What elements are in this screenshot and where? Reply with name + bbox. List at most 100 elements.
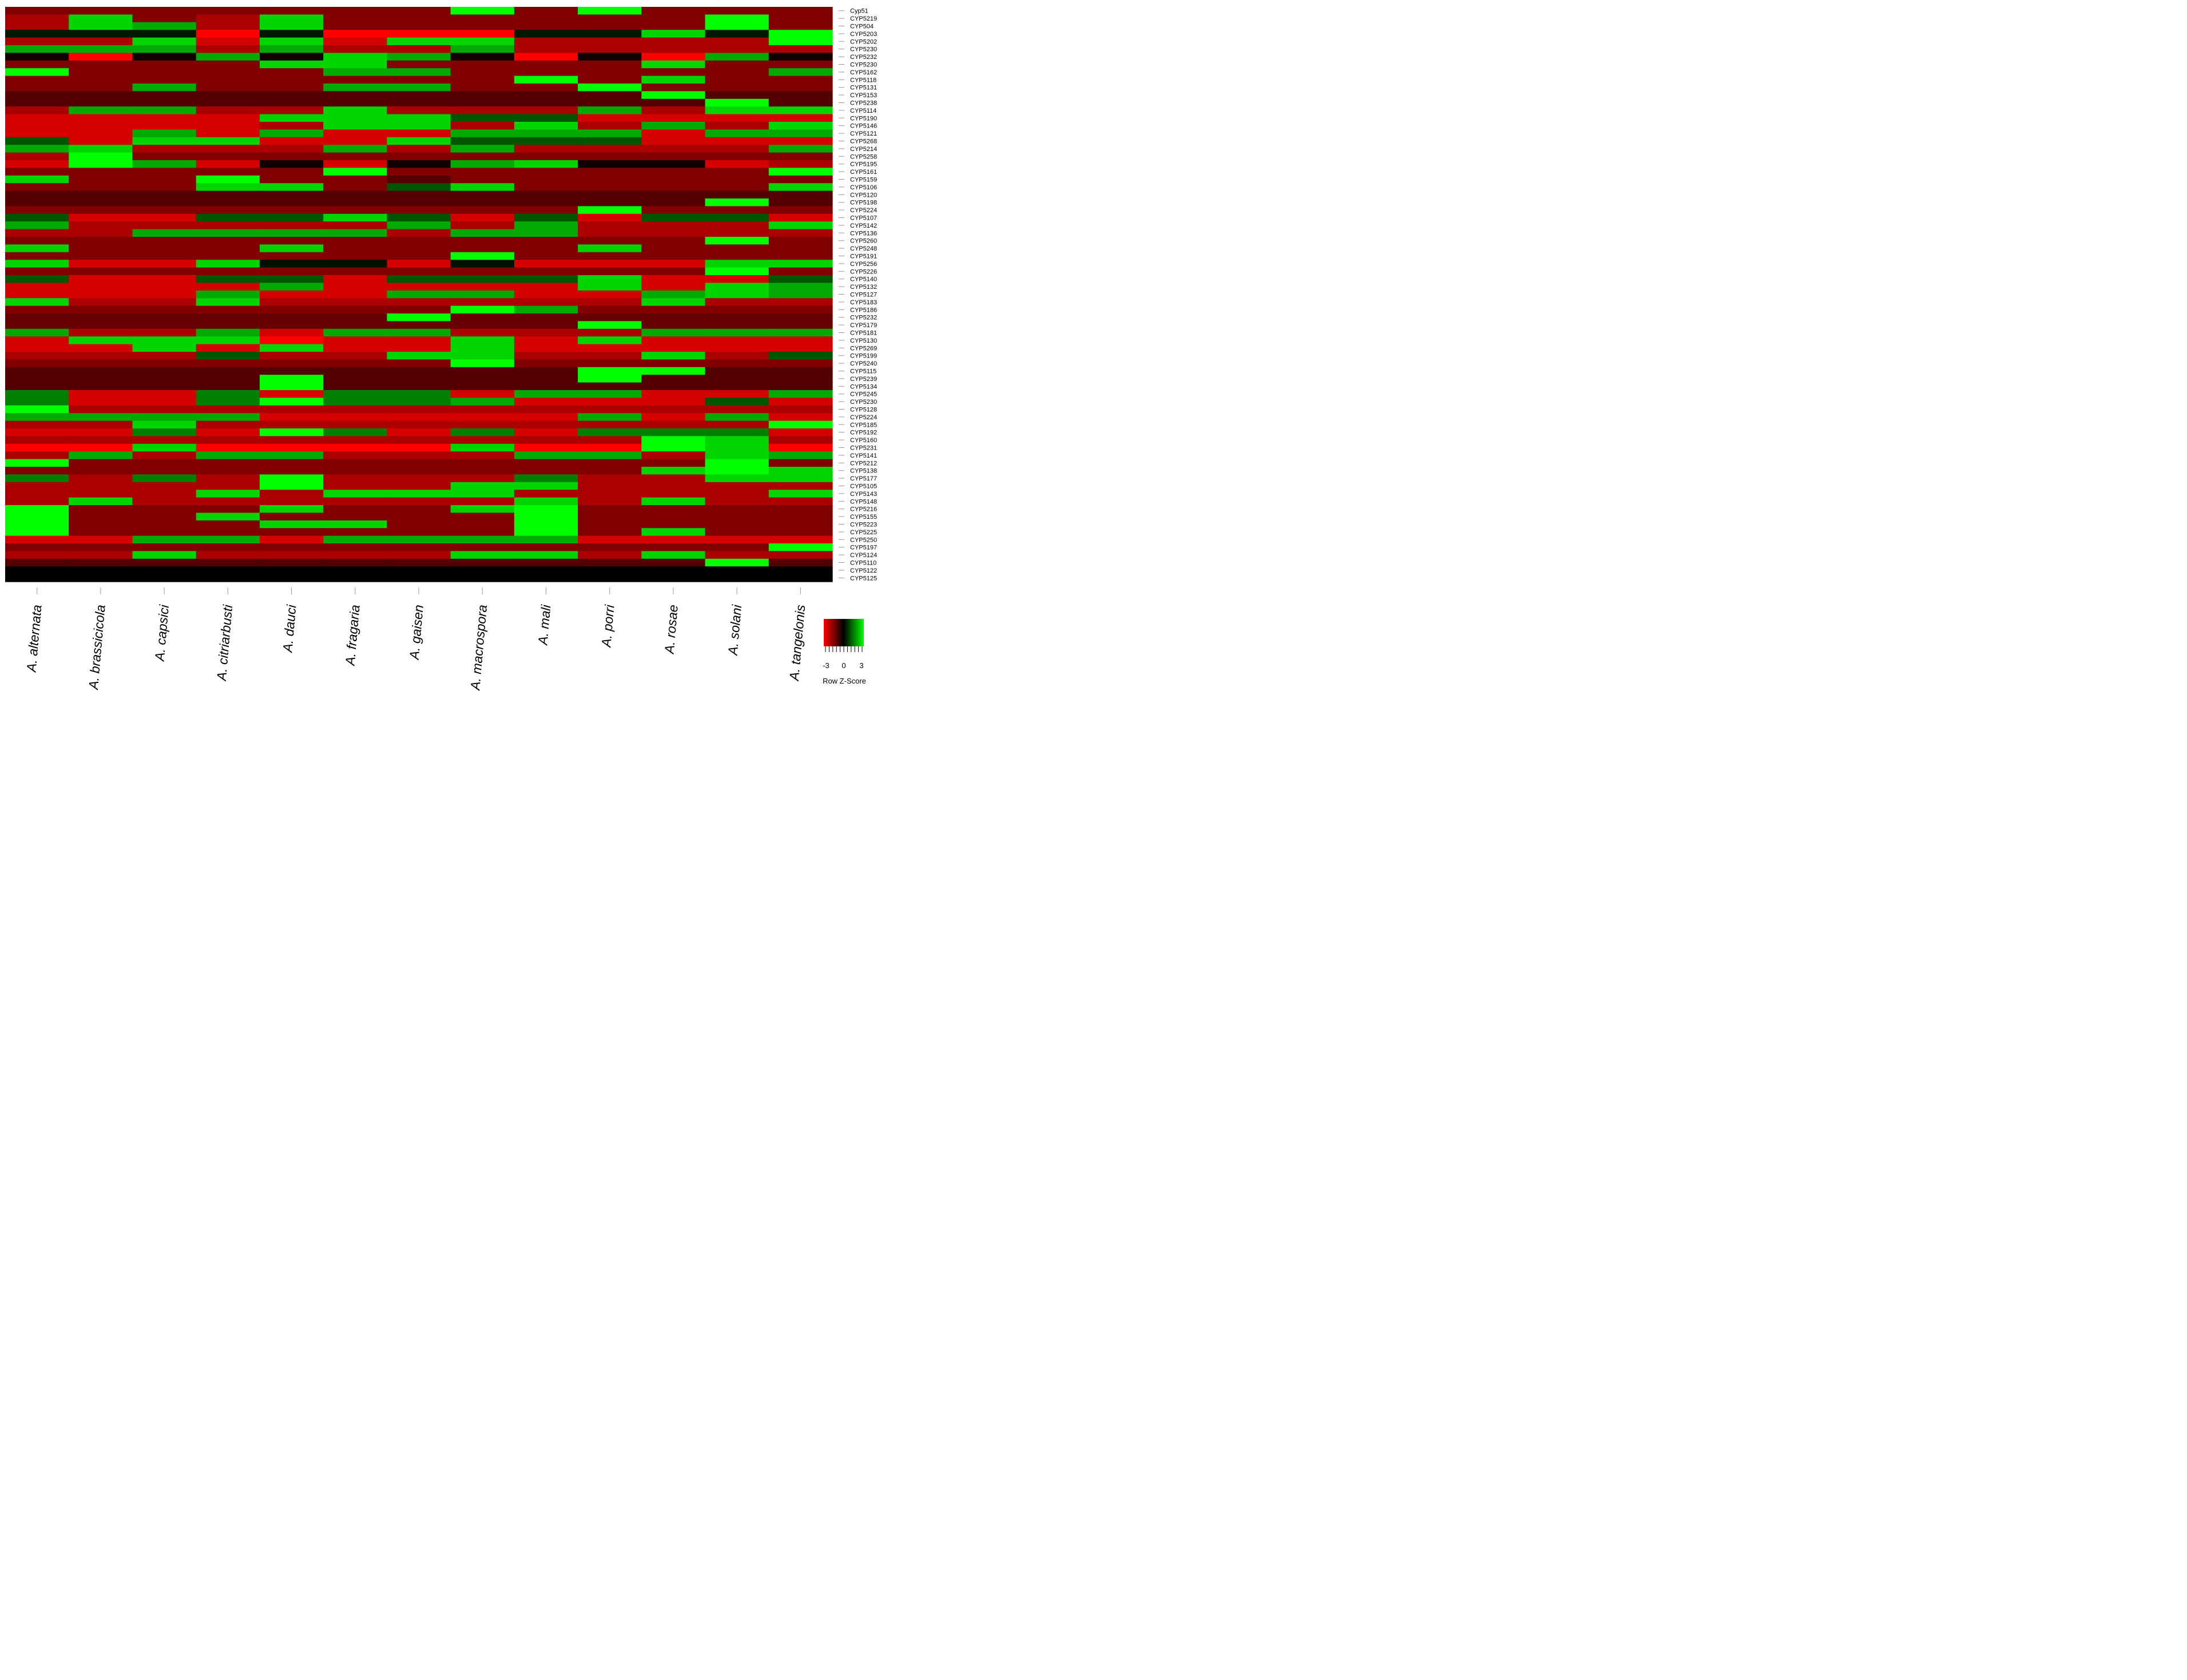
heatmap-cell: [768, 382, 833, 391]
heatmap-cell: [69, 175, 133, 184]
heatmap-cell: [196, 84, 260, 92]
heatmap-cell: [578, 206, 642, 215]
heatmap-cell: [259, 14, 324, 23]
heatmap-cell: [768, 428, 833, 436]
heatmap-cell: [514, 467, 578, 475]
heatmap-cell: [132, 443, 197, 452]
heatmap-cell: [259, 436, 324, 444]
heatmap-cell: [196, 566, 260, 575]
heatmap-cell: [514, 76, 578, 84]
heatmap-cell: [705, 183, 769, 192]
heatmap-cell: [641, 76, 706, 84]
heatmap-cell: [5, 313, 69, 321]
heatmap-cell: [768, 336, 833, 345]
heatmap-cell: [69, 290, 133, 299]
heatmap-cell: [5, 30, 69, 38]
heatmap-cell: [514, 213, 578, 222]
heatmap-cell: [578, 237, 642, 245]
heatmap-cell: [641, 213, 706, 222]
heatmap-cell: [641, 505, 706, 513]
heatmap-cell: [578, 60, 642, 69]
heatmap-cell: [641, 313, 706, 321]
heatmap-cell: [768, 467, 833, 475]
heatmap-cell: [196, 122, 260, 130]
heatmap-cell: [705, 106, 769, 115]
heatmap-cell: [641, 467, 706, 475]
heatmap-cell: [578, 229, 642, 237]
heatmap-cell: [5, 37, 69, 46]
heatmap-cell: [69, 305, 133, 314]
heatmap-cell: [514, 367, 578, 375]
heatmap-cell: [5, 528, 69, 537]
heatmap-cell: [641, 53, 706, 61]
heatmap-cell: [450, 505, 515, 513]
heatmap-cell: [323, 428, 387, 436]
heatmap-cell: [641, 221, 706, 230]
row-label: CYP5245: [850, 391, 877, 398]
heatmap-cell: [259, 405, 324, 414]
heatmap-cell: [450, 30, 515, 38]
heatmap-cell: [578, 114, 642, 122]
heatmap-cell: [5, 237, 69, 245]
heatmap-cell: [450, 91, 515, 100]
heatmap-cell: [5, 490, 69, 498]
heatmap-cell: [69, 390, 133, 398]
heatmap-cell: [323, 275, 387, 283]
heatmap-cell: [450, 68, 515, 77]
heatmap-cell: [705, 497, 769, 506]
heatmap-cell: [132, 359, 197, 368]
heatmap-cell: [69, 336, 133, 345]
heatmap-cell: [132, 190, 197, 199]
heatmap-cell: [323, 528, 387, 537]
heatmap-cell: [196, 160, 260, 168]
heatmap-cell: [450, 198, 515, 206]
heatmap-cell: [196, 30, 260, 38]
heatmap-cell: [132, 352, 197, 360]
row-label: CYP5114: [850, 108, 876, 114]
heatmap-cell: [69, 543, 133, 551]
heatmap-cell: [578, 7, 642, 15]
row-label: CYP5197: [850, 545, 877, 551]
heatmap-cell: [132, 305, 197, 314]
heatmap-cell: [641, 566, 706, 575]
heatmap-cell: [768, 558, 833, 567]
heatmap-cell: [514, 428, 578, 436]
heatmap-cell: [705, 60, 769, 69]
row-label: CYP5142: [850, 223, 877, 229]
heatmap-cell: [641, 436, 706, 444]
heatmap-cell: [5, 244, 69, 253]
heatmap-cell: [69, 467, 133, 475]
heatmap-cell: [768, 68, 833, 77]
heatmap-cell: [514, 420, 578, 429]
heatmap-cell: [705, 443, 769, 452]
heatmap-cell: [69, 129, 133, 138]
row-label: CYP5226: [850, 268, 877, 275]
heatmap-cell: [387, 252, 451, 260]
heatmap-cell: [768, 114, 833, 122]
heatmap-cell: [641, 229, 706, 237]
heatmap-cell: [132, 22, 197, 30]
heatmap-cell: [768, 298, 833, 307]
heatmap-cell: [196, 574, 260, 582]
heatmap-cell: [196, 68, 260, 77]
heatmap-cell: [323, 91, 387, 100]
row-label: CYP5106: [850, 184, 877, 191]
heatmap-cell: [5, 22, 69, 30]
heatmap-cell: [132, 367, 197, 375]
heatmap-cell: [5, 336, 69, 345]
heatmap-cell: [132, 260, 197, 268]
heatmap-cell: [768, 535, 833, 544]
heatmap-cell: [132, 558, 197, 567]
heatmap-cell: [196, 37, 260, 46]
heatmap-cell: [514, 336, 578, 345]
heatmap-cell: [578, 122, 642, 130]
heatmap-cell: [132, 482, 197, 490]
heatmap-cell: [69, 60, 133, 69]
heatmap-cell: [450, 283, 515, 291]
heatmap-cell: [514, 352, 578, 360]
heatmap-cell: [323, 535, 387, 544]
heatmap-cell: [69, 22, 133, 30]
heatmap-cell: [196, 535, 260, 544]
heatmap-cell: [5, 267, 69, 276]
heatmap-cell: [69, 375, 133, 383]
